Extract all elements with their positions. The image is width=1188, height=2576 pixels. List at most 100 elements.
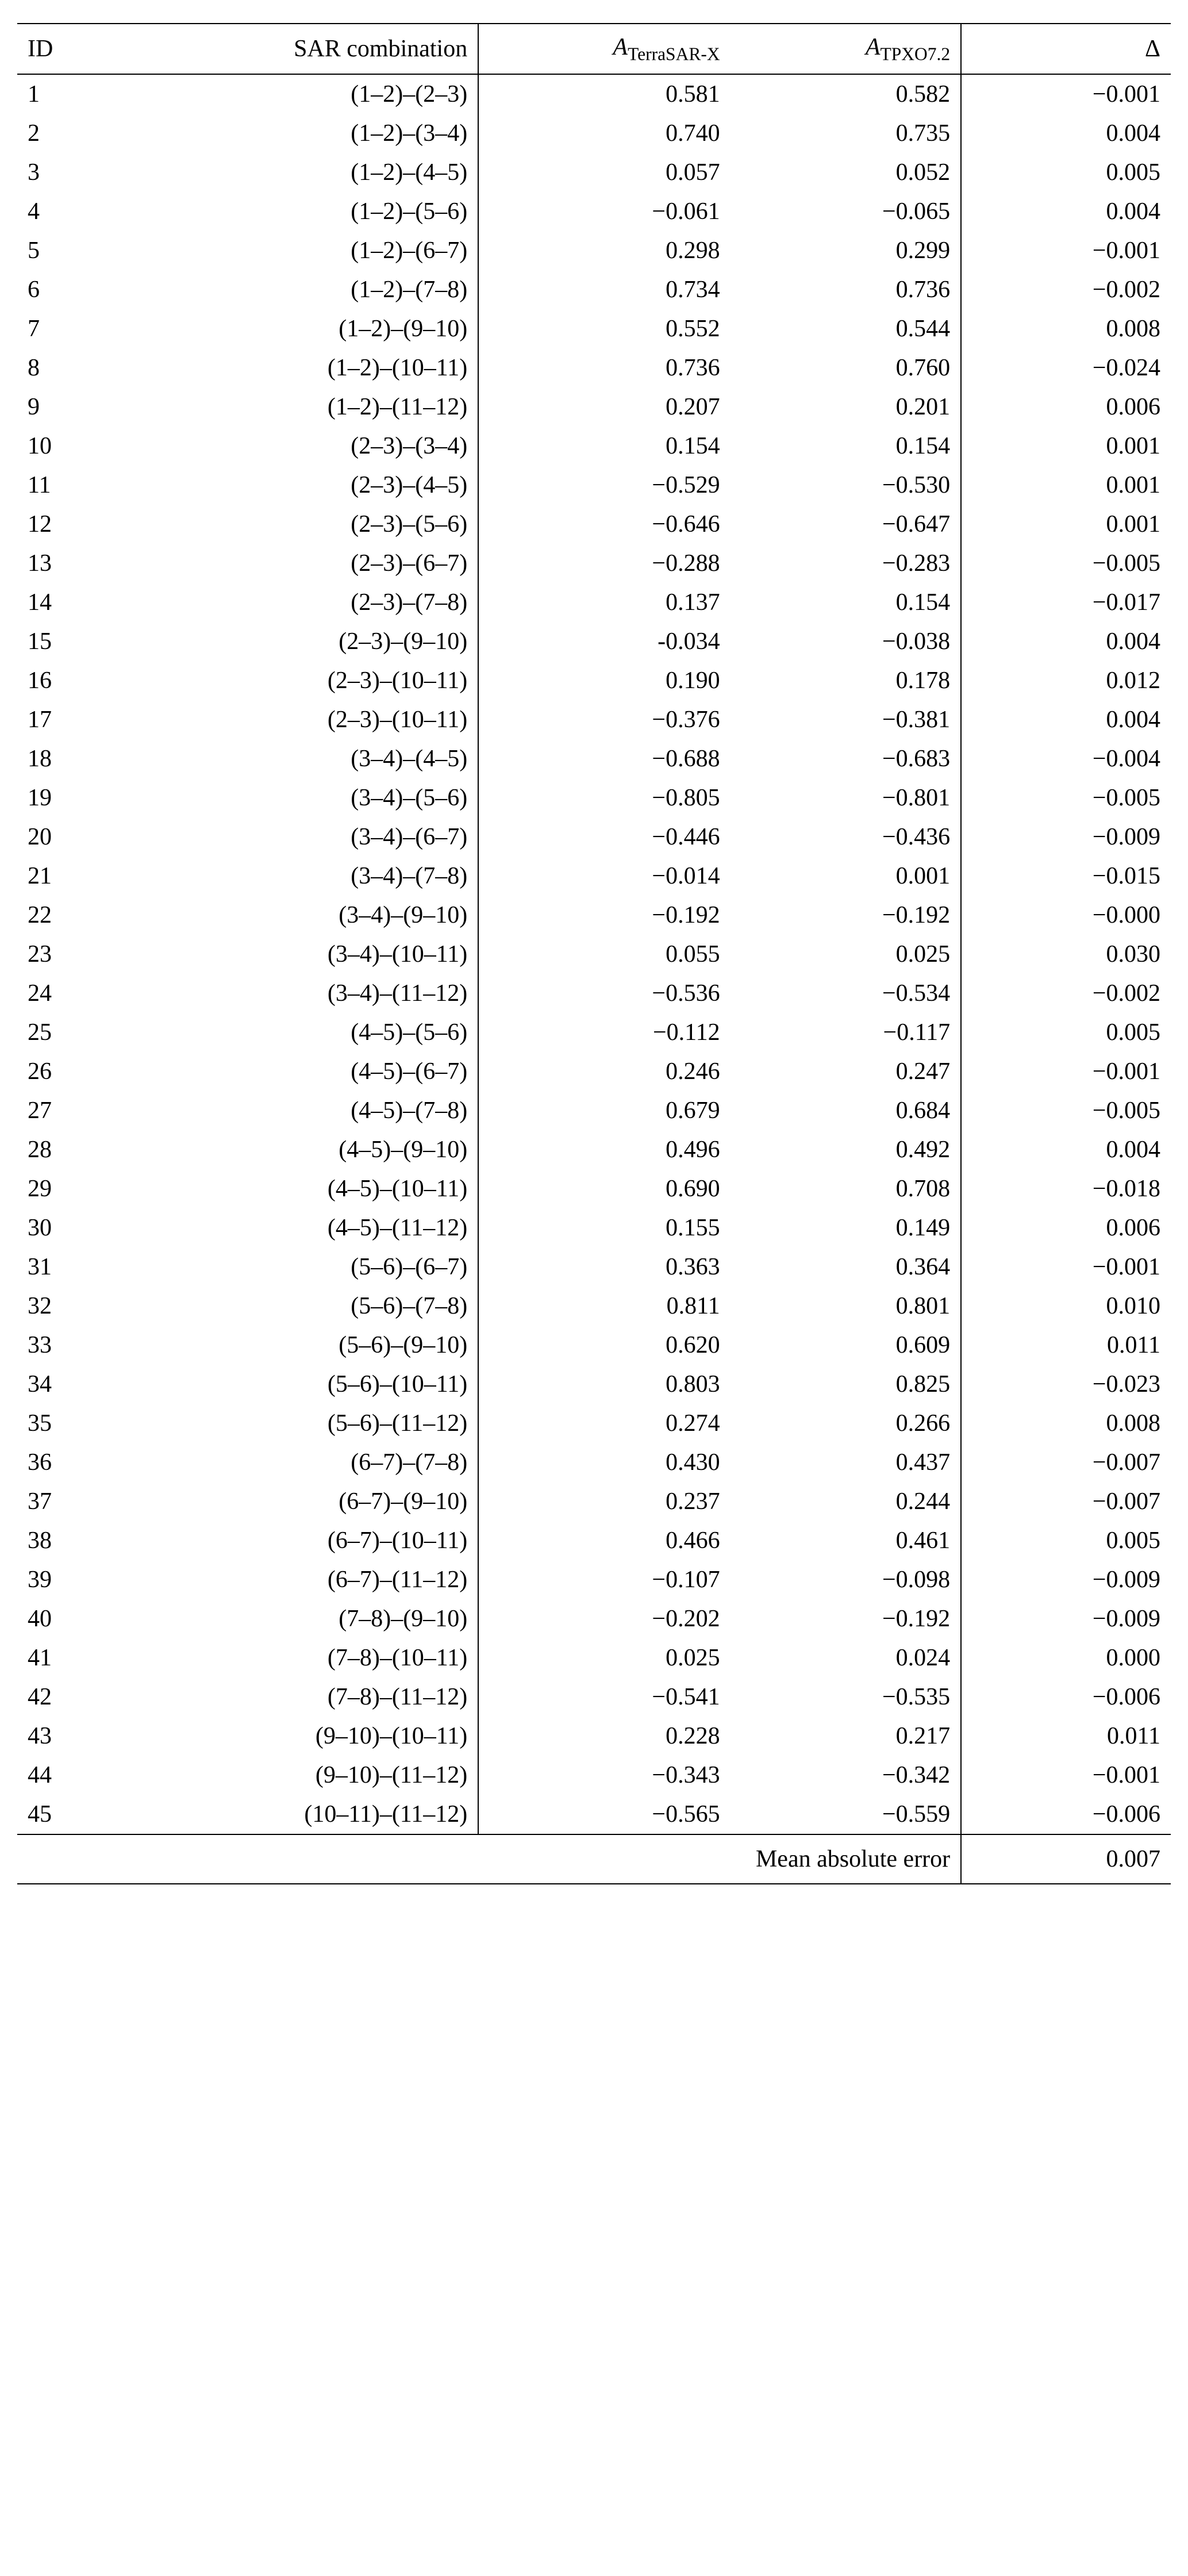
table-row: 40(7–8)–(9–10)−0.202−0.192−0.009 bbox=[17, 1599, 1171, 1638]
cell-delta: −0.002 bbox=[961, 270, 1171, 309]
cell-sar: (2–3)–(7–8) bbox=[142, 583, 478, 622]
cell-delta: −0.015 bbox=[961, 857, 1171, 896]
cell-delta: 0.008 bbox=[961, 1404, 1171, 1443]
cell-id: 40 bbox=[17, 1599, 142, 1638]
cell-a1: 0.620 bbox=[478, 1326, 730, 1365]
cell-sar: (2–3)–(3–4) bbox=[142, 427, 478, 466]
cell-a2: −0.038 bbox=[731, 622, 962, 661]
table-row: 2(1–2)–(3–4)0.7400.7350.004 bbox=[17, 114, 1171, 153]
cell-a1: 0.025 bbox=[478, 1638, 730, 1677]
cell-sar: (5–6)–(10–11) bbox=[142, 1365, 478, 1404]
cell-id: 17 bbox=[17, 700, 142, 739]
cell-delta: 0.001 bbox=[961, 427, 1171, 466]
cell-id: 27 bbox=[17, 1091, 142, 1130]
cell-id: 7 bbox=[17, 309, 142, 348]
cell-id: 4 bbox=[17, 192, 142, 231]
cell-sar: (4–5)–(5–6) bbox=[142, 1013, 478, 1052]
cell-delta: −0.002 bbox=[961, 974, 1171, 1013]
table-footer-row: Mean absolute error 0.007 bbox=[17, 1834, 1171, 1884]
cell-a1: 0.740 bbox=[478, 114, 730, 153]
cell-a1: 0.298 bbox=[478, 231, 730, 270]
cell-delta: −0.005 bbox=[961, 778, 1171, 817]
cell-a1: −0.565 bbox=[478, 1795, 730, 1834]
cell-a1: −0.107 bbox=[478, 1560, 730, 1599]
cell-id: 19 bbox=[17, 778, 142, 817]
cell-sar: (1–2)–(6–7) bbox=[142, 231, 478, 270]
cell-id: 18 bbox=[17, 739, 142, 778]
cell-sar: (4–5)–(9–10) bbox=[142, 1130, 478, 1169]
cell-sar: (1–2)–(9–10) bbox=[142, 309, 478, 348]
cell-sar: (6–7)–(9–10) bbox=[142, 1482, 478, 1521]
cell-sar: (7–8)–(11–12) bbox=[142, 1677, 478, 1717]
table-row: 14(2–3)–(7–8)0.1370.154−0.017 bbox=[17, 583, 1171, 622]
cell-id: 12 bbox=[17, 505, 142, 544]
cell-a2: −0.117 bbox=[731, 1013, 962, 1052]
cell-a1: −0.192 bbox=[478, 896, 730, 935]
cell-id: 41 bbox=[17, 1638, 142, 1677]
cell-a2: −0.192 bbox=[731, 1599, 962, 1638]
cell-a1: −0.288 bbox=[478, 544, 730, 583]
cell-a2: 0.544 bbox=[731, 309, 962, 348]
cell-a2: 0.149 bbox=[731, 1208, 962, 1247]
table-row: 19(3–4)–(5–6)−0.805−0.801−0.005 bbox=[17, 778, 1171, 817]
cell-a1: −0.536 bbox=[478, 974, 730, 1013]
cell-a1: 0.734 bbox=[478, 270, 730, 309]
cell-a1: −0.112 bbox=[478, 1013, 730, 1052]
cell-a2: 0.299 bbox=[731, 231, 962, 270]
mae-label: Mean absolute error bbox=[17, 1834, 961, 1884]
cell-sar: (1–2)–(2–3) bbox=[142, 74, 478, 114]
cell-a2: 0.247 bbox=[731, 1052, 962, 1091]
cell-delta: −0.009 bbox=[961, 1599, 1171, 1638]
cell-a1: −0.529 bbox=[478, 466, 730, 505]
cell-sar: (5–6)–(11–12) bbox=[142, 1404, 478, 1443]
cell-delta: −0.018 bbox=[961, 1169, 1171, 1208]
cell-a1: -0.034 bbox=[478, 622, 730, 661]
cell-a2: −0.098 bbox=[731, 1560, 962, 1599]
cell-delta: −0.009 bbox=[961, 817, 1171, 857]
cell-a2: −0.534 bbox=[731, 974, 962, 1013]
table-row: 11(2–3)–(4–5)−0.529−0.5300.001 bbox=[17, 466, 1171, 505]
table-row: 35(5–6)–(11–12)0.2740.2660.008 bbox=[17, 1404, 1171, 1443]
table-row: 25(4–5)–(5–6)−0.112−0.1170.005 bbox=[17, 1013, 1171, 1052]
cell-a2: 0.582 bbox=[731, 74, 962, 114]
cell-a2: 0.801 bbox=[731, 1287, 962, 1326]
cell-sar: (1–2)–(4–5) bbox=[142, 153, 478, 192]
cell-a2: 0.266 bbox=[731, 1404, 962, 1443]
cell-delta: −0.007 bbox=[961, 1443, 1171, 1482]
cell-a2: 0.364 bbox=[731, 1247, 962, 1287]
table-row: 28(4–5)–(9–10)0.4960.4920.004 bbox=[17, 1130, 1171, 1169]
table-row: 26(4–5)–(6–7)0.2460.247−0.001 bbox=[17, 1052, 1171, 1091]
cell-a1: 0.155 bbox=[478, 1208, 730, 1247]
table-row: 18(3–4)–(4–5)−0.688−0.683−0.004 bbox=[17, 739, 1171, 778]
cell-delta: 0.030 bbox=[961, 935, 1171, 974]
cell-delta: 0.011 bbox=[961, 1717, 1171, 1756]
cell-sar: (3–4)–(7–8) bbox=[142, 857, 478, 896]
table-row: 13(2–3)–(6–7)−0.288−0.283−0.005 bbox=[17, 544, 1171, 583]
cell-a1: 0.207 bbox=[478, 387, 730, 427]
col-header-a1-sub: TerraSAR-X bbox=[628, 44, 720, 64]
table-row: 31(5–6)–(6–7)0.3630.364−0.001 bbox=[17, 1247, 1171, 1287]
cell-id: 16 bbox=[17, 661, 142, 700]
table-row: 10(2–3)–(3–4)0.1540.1540.001 bbox=[17, 427, 1171, 466]
cell-id: 33 bbox=[17, 1326, 142, 1365]
table-row: 27(4–5)–(7–8)0.6790.684−0.005 bbox=[17, 1091, 1171, 1130]
table-row: 7(1–2)–(9–10)0.5520.5440.008 bbox=[17, 309, 1171, 348]
cell-a2: 0.001 bbox=[731, 857, 962, 896]
cell-a2: −0.192 bbox=[731, 896, 962, 935]
cell-a1: −0.376 bbox=[478, 700, 730, 739]
cell-delta: −0.024 bbox=[961, 348, 1171, 387]
cell-id: 43 bbox=[17, 1717, 142, 1756]
cell-delta: −0.001 bbox=[961, 1247, 1171, 1287]
cell-delta: 0.004 bbox=[961, 622, 1171, 661]
cell-a1: 0.803 bbox=[478, 1365, 730, 1404]
table-row: 12(2–3)–(5–6)−0.646−0.6470.001 bbox=[17, 505, 1171, 544]
cell-a2: 0.201 bbox=[731, 387, 962, 427]
cell-sar: (2–3)–(10–11) bbox=[142, 700, 478, 739]
cell-id: 6 bbox=[17, 270, 142, 309]
cell-sar: (3–4)–(4–5) bbox=[142, 739, 478, 778]
cell-a1: −0.688 bbox=[478, 739, 730, 778]
cell-delta: −0.001 bbox=[961, 1756, 1171, 1795]
cell-a1: −0.646 bbox=[478, 505, 730, 544]
cell-id: 14 bbox=[17, 583, 142, 622]
cell-a1: 0.154 bbox=[478, 427, 730, 466]
